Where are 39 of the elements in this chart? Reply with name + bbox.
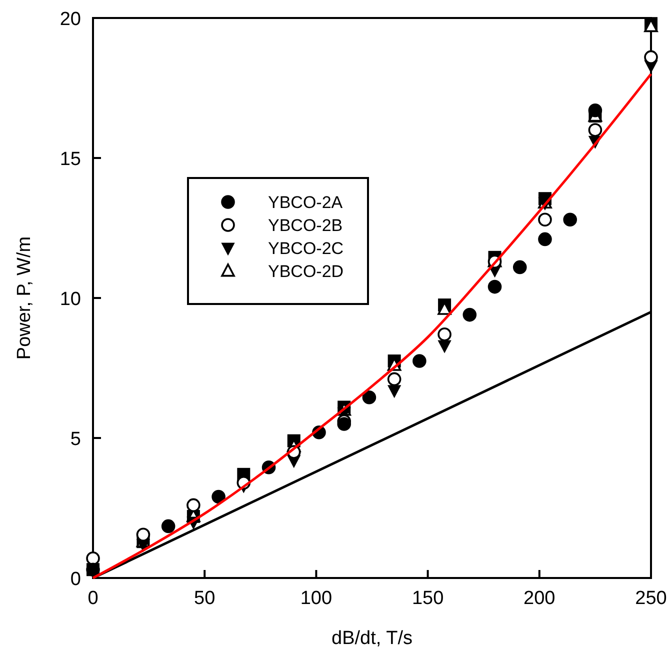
point (186, 498, 200, 512)
y-tick-label: 10 (60, 289, 81, 310)
y-tick-label: 15 (60, 149, 81, 170)
x-tick-label: 50 (194, 588, 216, 609)
point (362, 390, 376, 404)
point (563, 212, 577, 226)
point (388, 385, 401, 398)
point (644, 50, 658, 64)
point (412, 354, 426, 368)
point (462, 308, 477, 322)
legend-label: YBCO-2D (268, 262, 344, 281)
x-tick-label: 0 (88, 588, 98, 609)
x-tick-label: 250 (635, 588, 667, 609)
line-series (92, 72, 652, 580)
point (538, 212, 552, 226)
y-tick-label: 0 (70, 569, 81, 590)
point (337, 417, 351, 431)
point (438, 328, 452, 342)
x-axis-title: dB/dt, T/s (332, 628, 412, 649)
point (588, 104, 602, 118)
point (136, 528, 150, 542)
point (512, 260, 527, 274)
point (161, 519, 176, 534)
point (538, 232, 552, 246)
legend-label: YBCO-2B (268, 216, 343, 235)
point (86, 552, 100, 566)
point (387, 372, 402, 386)
x-tick-label: 100 (300, 588, 332, 609)
y-axis-title: Power, P, W/m (14, 236, 35, 360)
legend-label: YBCO-2C (268, 239, 344, 258)
point (212, 490, 226, 504)
point (588, 123, 602, 137)
x-tick-label: 200 (524, 588, 556, 609)
y-tick-label: 5 (70, 429, 81, 450)
legend-label: YBCO-2A (268, 193, 344, 212)
x-tick-label: 150 (412, 588, 444, 609)
point (438, 340, 452, 353)
y-tick-label: 20 (60, 9, 81, 30)
point (488, 280, 502, 294)
